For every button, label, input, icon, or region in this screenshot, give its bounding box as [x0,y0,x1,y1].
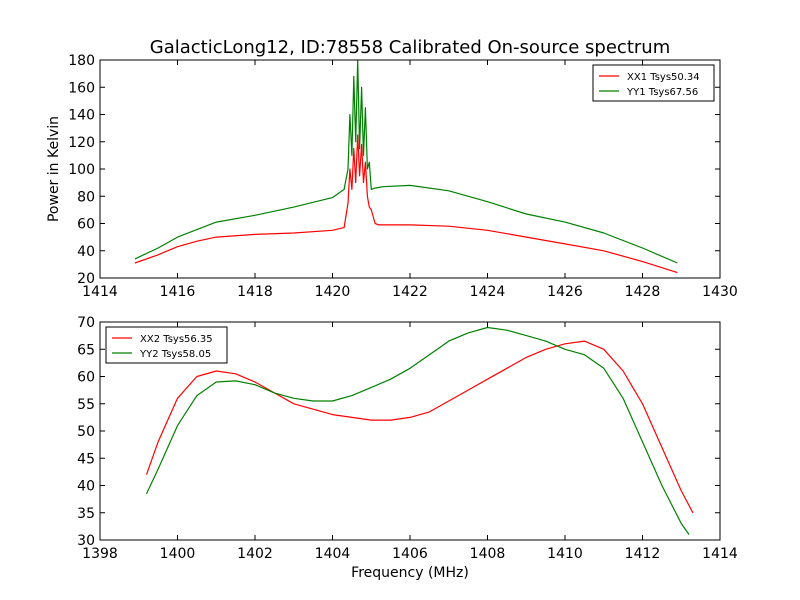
top-x-tick-label: 1416 [160,284,196,300]
top-series-line-1 [134,134,678,274]
bottom-y-tick-label: 30 [77,533,95,549]
top-y-tick-label: 40 [77,244,95,260]
top-y-axis-label: Power in Kelvin [46,116,62,222]
bottom-legend-label-2: YY2 Tsys58.05 [139,349,211,360]
bottom-x-tick-label: 1402 [237,546,273,562]
top-x-tick-label: 1430 [702,284,738,300]
chart-title: GalacticLong12, ID:78558 Calibrated On-s… [150,37,670,58]
top-x-tick-label: 1422 [392,284,428,300]
top-x-tick-label: 1428 [625,284,661,300]
bottom-y-tick-label: 55 [77,397,95,413]
top-y-tick-label: 180 [68,53,95,69]
bottom-y-tick-label: 50 [77,424,95,440]
bottom-y-tick-label: 40 [77,479,95,495]
bottom-y-tick-label: 60 [77,370,95,386]
top-y-tick-label: 60 [77,217,95,233]
top-series-line-2 [134,59,678,264]
bottom-legend-box [105,326,228,364]
top-y-tick-label: 160 [68,80,95,96]
top-y-tick-label: 80 [77,189,95,205]
top-legend-box [592,64,715,102]
bottom-series-line-2 [145,326,690,535]
bottom-y-tick-label: 45 [77,451,95,467]
top-y-tick-label: 20 [77,271,95,287]
bottom-x-tick-label: 1398 [82,546,118,562]
top-y-tick-label: 120 [68,135,95,151]
bottom-x-tick-label: 1400 [160,546,196,562]
bottom-x-tick-label: 1414 [702,546,738,562]
top-x-tick-label: 1420 [315,284,351,300]
bottom-series-line-1 [145,340,694,514]
bottom-x-tick-label: 1410 [547,546,583,562]
bottom-y-tick-label: 70 [77,315,95,331]
bottom-legend: XX2 Tsys56.35 YY2 Tsys58.05 [105,326,228,364]
top-y-tick-label: 100 [68,162,95,178]
top-plot-panel: 1414 1416 1418 1420 1422 1424 1426 1428 1430 20 40… [68,53,738,300]
bottom-plot-panel: 1398 1400 1402 1404 1406 1408 1410 1412 1414 30 35… [77,315,738,562]
bottom-x-axis-label: Frequency (MHz) [351,565,469,581]
bottom-y-tick-label: 35 [77,506,95,522]
top-x-tick-label: 1418 [237,284,273,300]
top-x-tick-label: 1424 [470,284,506,300]
bottom-x-tick-label: 1406 [392,546,428,562]
top-x-tick-label: 1426 [547,284,583,300]
top-x-tick-label: 1414 [82,284,118,300]
top-legend-label-1: XX1 Tsys50.34 [627,72,700,83]
bottom-x-tick-label: 1408 [470,546,506,562]
bottom-x-tick-label: 1412 [625,546,661,562]
top-legend-label-2: YY1 Tsys67.56 [626,87,698,98]
bottom-legend-label-1: XX2 Tsys56.35 [140,334,213,345]
bottom-x-tick-label: 1404 [315,546,351,562]
top-y-tick-label: 140 [68,108,95,124]
bottom-y-tick-label: 65 [77,342,95,358]
top-legend: XX1 Tsys50.34 YY1 Tsys67.56 [592,64,715,102]
